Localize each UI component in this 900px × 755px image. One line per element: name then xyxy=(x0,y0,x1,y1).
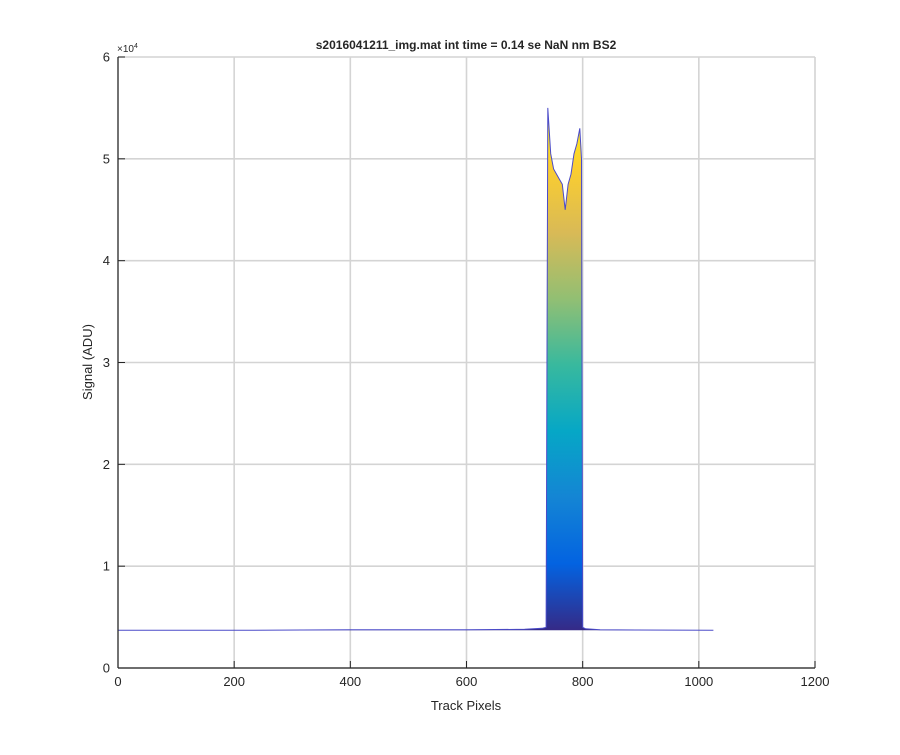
y-axis-exponent-base: ×10 xyxy=(117,44,134,55)
y-axis-exponent: ×104 xyxy=(117,43,138,55)
y-axis-exponent-power: 4 xyxy=(134,43,138,50)
x-tick-label: 0 xyxy=(114,674,121,689)
chart-title: s2016041211_img.mat int time = 0.14 se N… xyxy=(316,38,617,52)
signal-line xyxy=(118,107,714,631)
x-tick-label: 800 xyxy=(572,674,594,689)
y-tick-label: 1 xyxy=(103,559,110,574)
data-layer xyxy=(118,107,714,631)
x-ticks: 0 200 400 600 800 1000 1200 xyxy=(114,661,829,689)
y-axis-label: Signal (ADU) xyxy=(80,324,95,400)
y-tick-label: 2 xyxy=(103,457,110,472)
y-tick-label: 6 xyxy=(103,50,110,65)
x-tick-label: 1000 xyxy=(684,674,713,689)
y-ticks: 0 1 2 3 4 5 6 xyxy=(103,50,125,676)
y-tick-label: 4 xyxy=(103,253,110,268)
x-tick-label: 1200 xyxy=(801,674,830,689)
y-tick-label: 3 xyxy=(103,355,110,370)
x-axis-label: Track Pixels xyxy=(431,698,502,713)
x-tick-label: 600 xyxy=(456,674,478,689)
x-tick-label: 400 xyxy=(339,674,361,689)
y-tick-label: 0 xyxy=(103,661,110,676)
y-tick-label: 5 xyxy=(103,151,110,166)
x-tick-label: 200 xyxy=(223,674,245,689)
signal-area xyxy=(118,107,714,631)
